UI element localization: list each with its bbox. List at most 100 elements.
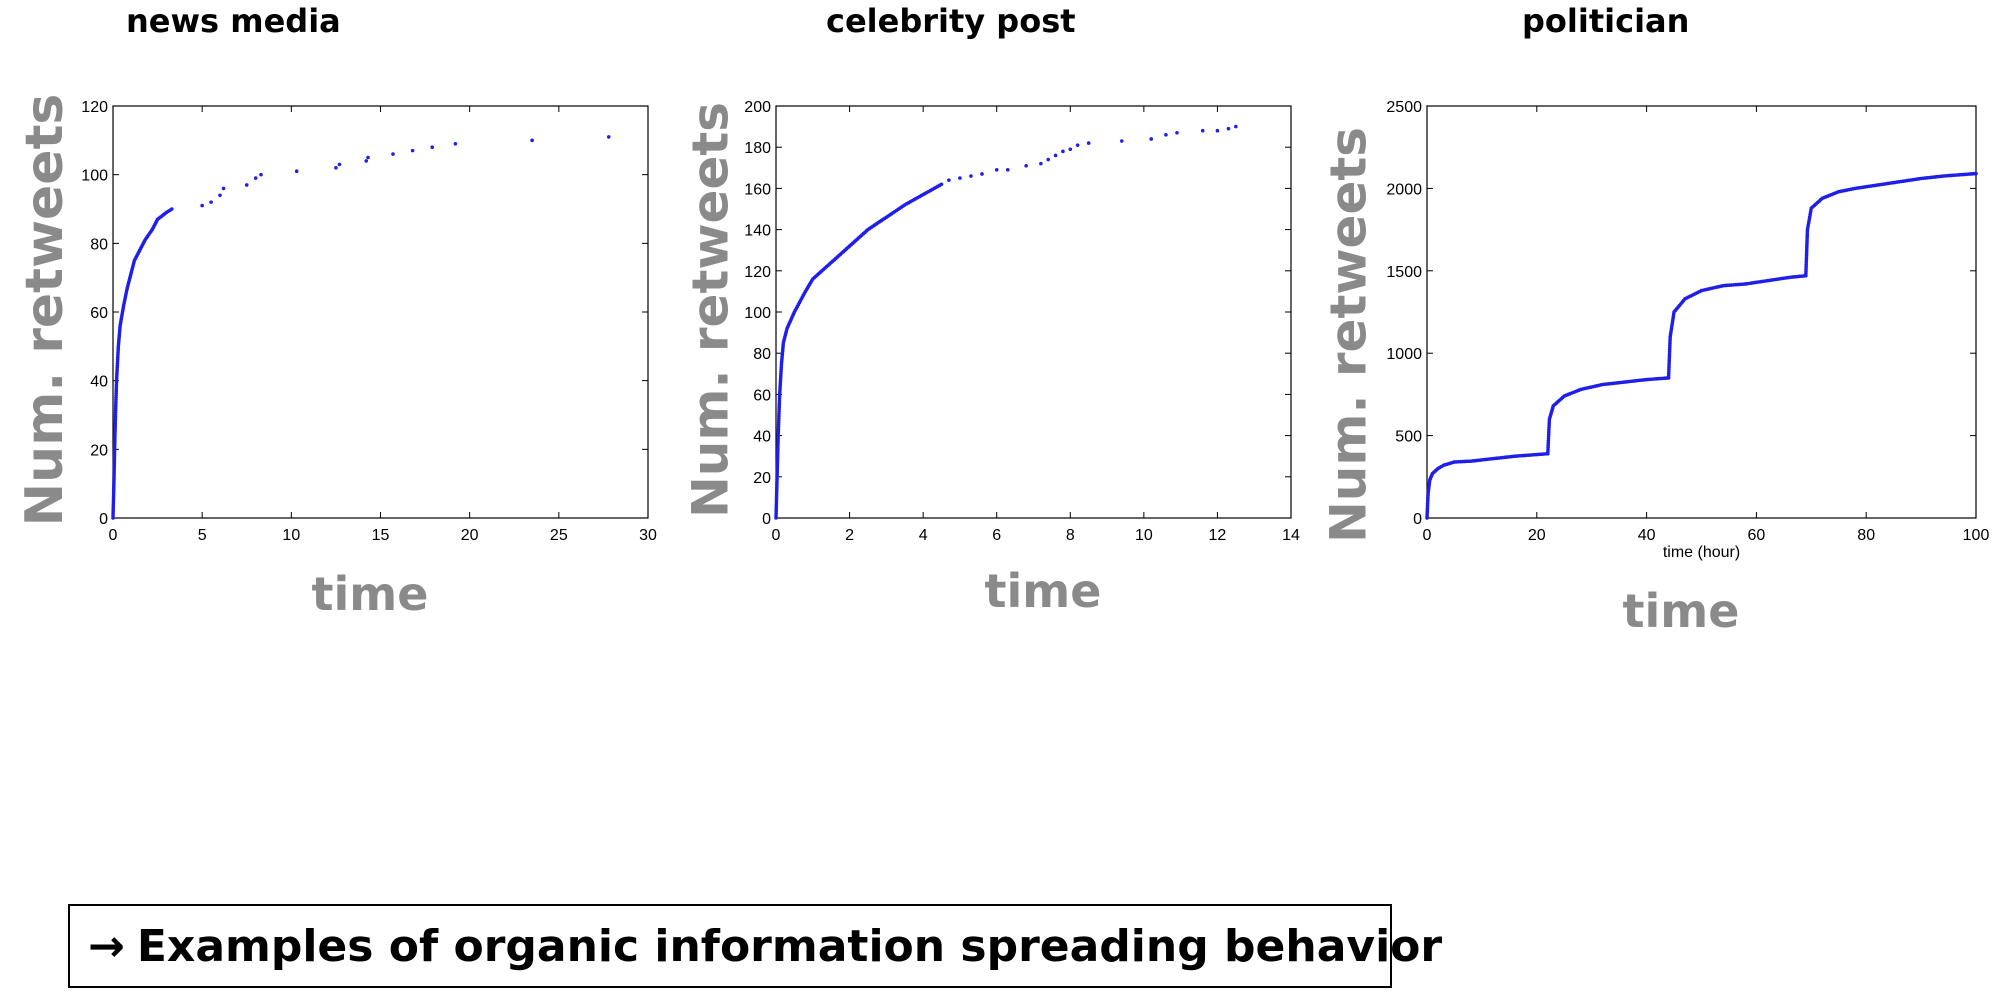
data-point xyxy=(994,168,999,172)
data-point xyxy=(218,193,222,198)
plot-frame xyxy=(1426,105,1977,519)
chart-3-title: politician xyxy=(1522,2,1690,40)
x-tick-label: 30 xyxy=(639,527,657,544)
y-tick-label: 1500 xyxy=(1386,264,1422,281)
data-point xyxy=(366,155,370,160)
x-tick-label: 80 xyxy=(1857,527,1875,544)
data-point xyxy=(980,172,984,176)
y-tick-label: 40 xyxy=(90,374,108,391)
x-axis-label: time xyxy=(312,567,429,621)
data-point xyxy=(1053,153,1058,158)
x-tick-label: 60 xyxy=(1748,527,1766,544)
data-point xyxy=(969,174,973,178)
data-point xyxy=(606,135,611,139)
data-point xyxy=(364,159,369,163)
data-points xyxy=(774,124,1238,520)
data-point xyxy=(209,200,213,204)
caption-text: Examples of organic information spreadin… xyxy=(136,920,1443,972)
data-point xyxy=(170,207,174,211)
data-point xyxy=(947,178,951,182)
data-point xyxy=(1149,137,1154,141)
plot-frame xyxy=(775,105,1292,519)
data-point xyxy=(1046,157,1051,162)
data-point xyxy=(1024,163,1028,168)
data-points xyxy=(111,135,611,520)
y-tick-label: 120 xyxy=(81,99,108,116)
x-tick-label: 20 xyxy=(461,527,479,544)
data-point xyxy=(530,138,534,143)
y-tick-label: 40 xyxy=(753,429,771,446)
data-point xyxy=(337,162,342,167)
data-points xyxy=(1425,171,1978,520)
x-tick-label: 0 xyxy=(772,527,781,544)
y-tick-label: 80 xyxy=(90,236,108,253)
data-point xyxy=(1164,133,1168,137)
data-point xyxy=(1039,161,1043,166)
x-tick-label: 14 xyxy=(1282,527,1300,544)
x-tick-label: 2 xyxy=(845,527,854,544)
x-tick-label: 40 xyxy=(1638,527,1656,544)
y-tick-label: 20 xyxy=(753,470,771,487)
arrow-right-icon: → xyxy=(88,920,125,972)
y-tick-label: 500 xyxy=(1395,429,1422,446)
data-point xyxy=(334,166,338,170)
y-tick-label: 20 xyxy=(90,442,108,459)
data-point xyxy=(1075,143,1080,147)
data-point xyxy=(1005,168,1010,172)
data-point xyxy=(939,182,944,187)
x-axis-label: time xyxy=(985,564,1102,618)
y-tick-label: 160 xyxy=(744,181,771,198)
data-point xyxy=(1175,130,1179,135)
x-tick-label: 6 xyxy=(992,527,1001,544)
y-axis-label: Num. retweets xyxy=(682,102,740,518)
x-tick-label: 4 xyxy=(919,527,928,544)
data-point xyxy=(253,176,258,180)
data-point xyxy=(430,145,435,149)
data-point xyxy=(200,203,204,208)
chart-1: 0 5 10 15 20 25 30 0 20 40 60 80 100 120 Num. retweets… xyxy=(15,94,657,621)
x-tick-label: 10 xyxy=(1135,527,1153,544)
x-tick-label: 12 xyxy=(1209,527,1227,544)
data-point xyxy=(1215,128,1220,133)
data-point xyxy=(391,152,395,156)
y-tick-label: 100 xyxy=(81,168,108,185)
x-tick-label: 25 xyxy=(550,527,568,544)
x-tick-label: 100 xyxy=(1963,527,1990,544)
x-tick-label: 8 xyxy=(1066,527,1075,544)
data-point xyxy=(410,148,415,153)
data-point xyxy=(453,141,458,146)
x-tick-label: 10 xyxy=(282,527,300,544)
chart-2: 0 2 4 6 8 10 12 14020406080100120140160180200Nu… xyxy=(682,99,1301,618)
data-point xyxy=(294,169,299,174)
data-point xyxy=(958,176,962,180)
x-tick-label: 0 xyxy=(109,527,118,544)
data-point xyxy=(1234,124,1238,129)
data-point xyxy=(1086,141,1091,145)
y-tick-label: 1000 xyxy=(1386,346,1422,363)
data-point xyxy=(1200,128,1205,133)
y-tick-label: 2500 xyxy=(1386,99,1422,116)
data-point xyxy=(221,186,226,191)
y-tick-label: 120 xyxy=(744,264,771,281)
y-tick-label: 2000 xyxy=(1386,181,1422,198)
y-tick-label: 200 xyxy=(744,99,771,116)
data-point xyxy=(1974,171,1978,176)
x-tick-label: 5 xyxy=(198,527,207,544)
y-tick-label: 180 xyxy=(744,140,771,157)
chart-2-title: celebrity post xyxy=(826,2,1076,40)
y-tick-label: 60 xyxy=(90,305,108,322)
y-tick-label: 0 xyxy=(99,511,108,528)
x-tick-label: 0 xyxy=(1423,527,1432,544)
y-tick-label: 80 xyxy=(753,346,771,363)
plot-frame xyxy=(112,105,649,519)
x-axis-sublabel: time (hour) xyxy=(1663,544,1740,561)
y-tick-label: 0 xyxy=(762,511,771,528)
y-tick-label: 100 xyxy=(744,305,771,322)
y-tick-label: 0 xyxy=(1413,511,1422,528)
x-axis-label: time xyxy=(1623,584,1740,638)
data-point xyxy=(259,172,263,177)
data-point xyxy=(244,183,249,187)
y-axis-label: Num. retweets xyxy=(15,94,75,527)
data-point xyxy=(1061,149,1065,154)
